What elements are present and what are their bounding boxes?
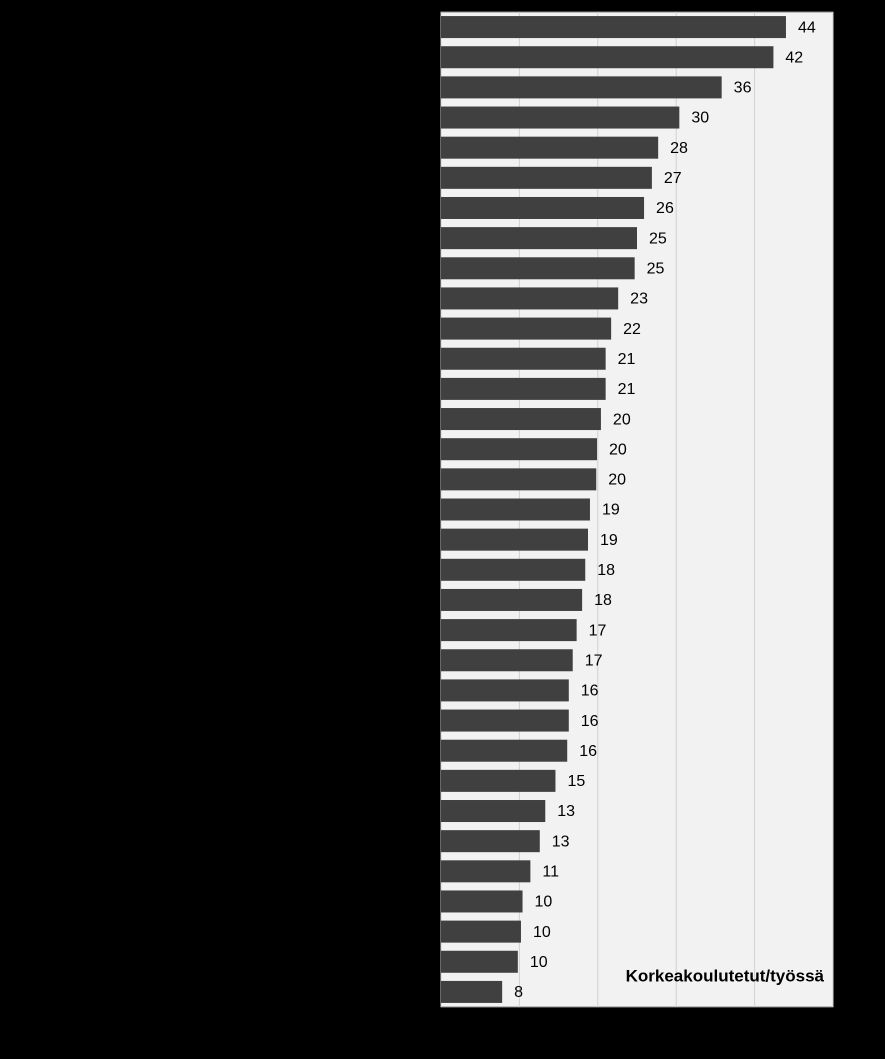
data-label: 21 xyxy=(618,381,636,398)
bar xyxy=(441,709,569,732)
bar xyxy=(441,528,588,551)
data-label: 10 xyxy=(530,954,548,971)
data-label: 26 xyxy=(656,200,674,217)
data-label: 20 xyxy=(613,411,631,428)
bar xyxy=(441,227,637,250)
bar xyxy=(441,46,774,69)
data-label: 19 xyxy=(600,532,618,549)
bar xyxy=(441,920,521,943)
bar xyxy=(441,498,590,521)
x-tick-label: 10 xyxy=(511,1016,529,1033)
bar xyxy=(441,438,598,461)
bar xyxy=(441,830,540,853)
bar xyxy=(441,769,556,792)
x-tick-label: 0 xyxy=(437,1016,446,1033)
data-label: 15 xyxy=(567,773,585,790)
bar xyxy=(441,860,531,883)
bar xyxy=(441,317,612,340)
data-label: 13 xyxy=(552,833,570,850)
bar xyxy=(441,649,573,672)
data-label: 27 xyxy=(664,170,682,187)
data-label: 13 xyxy=(557,803,575,820)
bar xyxy=(441,408,601,431)
bar xyxy=(441,166,652,189)
data-label: 17 xyxy=(585,652,603,669)
data-label: 30 xyxy=(691,110,709,127)
data-label: 20 xyxy=(608,472,626,489)
x-tick-label: 30 xyxy=(667,1016,685,1033)
data-label: 11 xyxy=(542,864,559,881)
bar xyxy=(441,558,586,581)
x-tick-label: 50 xyxy=(824,1016,842,1033)
bar xyxy=(441,800,546,823)
bar xyxy=(441,739,568,762)
data-label: 25 xyxy=(647,261,665,278)
data-label: 16 xyxy=(579,743,597,760)
data-label: 22 xyxy=(623,321,641,338)
bar xyxy=(441,468,597,491)
bar xyxy=(441,619,577,642)
data-label: 16 xyxy=(581,713,599,730)
data-label: 21 xyxy=(618,351,636,368)
bar xyxy=(441,950,518,973)
bar xyxy=(441,679,569,702)
data-label: 36 xyxy=(734,80,752,97)
data-label: 8 xyxy=(514,984,523,1001)
data-label: 10 xyxy=(533,924,551,941)
data-label: 10 xyxy=(535,894,553,911)
data-label: 18 xyxy=(594,592,612,609)
bar xyxy=(441,588,583,611)
bar xyxy=(441,16,786,39)
data-label: 25 xyxy=(649,230,667,247)
bar xyxy=(441,287,619,310)
data-label: 18 xyxy=(597,562,615,579)
data-label: 42 xyxy=(785,49,803,66)
bar xyxy=(441,136,659,159)
data-label: 19 xyxy=(602,502,620,519)
bar xyxy=(441,980,503,1003)
bar xyxy=(441,76,722,99)
data-label: 17 xyxy=(589,622,607,639)
data-label: 23 xyxy=(630,291,648,308)
x-tick-label: 40 xyxy=(746,1016,764,1033)
data-label: 44 xyxy=(798,19,816,36)
bar xyxy=(441,377,606,400)
bar xyxy=(441,347,606,370)
bar xyxy=(441,257,635,280)
x-tick-label: 20 xyxy=(589,1016,607,1033)
data-label: 28 xyxy=(670,140,688,157)
annotation: Korkeakoulutetut/työssä xyxy=(626,966,825,985)
bar xyxy=(441,106,680,129)
data-label: 20 xyxy=(609,441,627,458)
data-label: 16 xyxy=(581,683,599,700)
bar xyxy=(441,890,523,913)
bar xyxy=(441,196,645,219)
